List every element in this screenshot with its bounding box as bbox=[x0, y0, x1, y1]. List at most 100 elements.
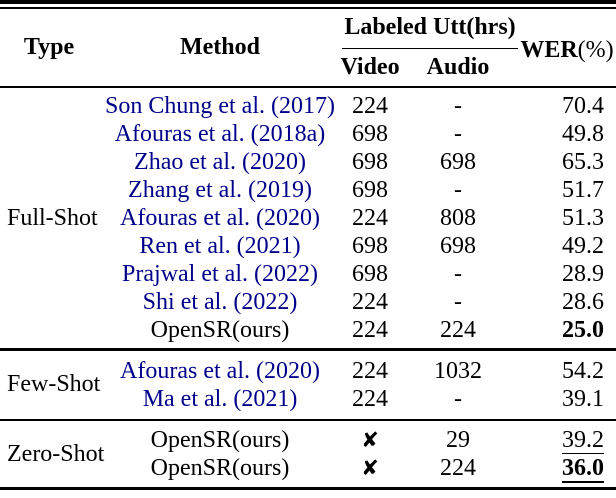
citation-link[interactable]: Ma et al. (2021) bbox=[142, 385, 298, 412]
audio-hours-value: - bbox=[454, 385, 462, 412]
rows-zero-shot: OpenSR(ours) ✘ 29 39.2 OpenSR(ours) ✘ 224 36.0 bbox=[98, 426, 616, 483]
table-row: Shi et al. (2022) 224 - 28.6 bbox=[98, 288, 616, 316]
bottom-rule bbox=[0, 487, 616, 490]
video-hours-value: 224 bbox=[352, 205, 388, 231]
video-hours-value: 224 bbox=[352, 289, 388, 315]
col-header-labeled-utt: Labeled Utt(hrs) bbox=[344, 14, 516, 40]
wer-cell: 54.2 bbox=[518, 357, 616, 385]
header-bottom-rule bbox=[0, 85, 616, 88]
wer-cell: 49.2 bbox=[518, 232, 616, 260]
video-hours-value: 224 bbox=[352, 317, 388, 343]
method-label: OpenSR(ours) bbox=[150, 427, 290, 453]
rows-few-shot: Afouras et al. (2020) 224 1032 54.2 Ma et al… bbox=[98, 357, 616, 413]
wer-value: 65.3 bbox=[562, 149, 604, 175]
wer-cell: 51.7 bbox=[518, 176, 616, 204]
wer-value: 70.4 bbox=[562, 93, 604, 119]
rows-full-shot: Son Chung et al. (2017) 224-70.4 Afouras e… bbox=[98, 92, 616, 344]
video-hours-value: 224 bbox=[352, 93, 388, 119]
wer-value: 54.2 bbox=[562, 357, 604, 384]
video-hours-value: 698 bbox=[352, 177, 388, 203]
method-label: OpenSR(ours) bbox=[150, 317, 290, 343]
section-full-shot: Full-Shot Son Chung et al. (2017) 224-70.… bbox=[0, 88, 616, 348]
table-row: OpenSR(ours) ✘ 29 39.2 bbox=[98, 426, 616, 454]
citation-link[interactable]: Afouras et al. (2020) bbox=[120, 357, 320, 384]
wer-cell: 28.9 bbox=[518, 260, 616, 288]
table-row: Afouras et al. (2020) 224 1032 54.2 bbox=[98, 357, 616, 385]
wer-value: 39.1 bbox=[562, 385, 604, 412]
col-header-type: Type bbox=[23, 33, 75, 60]
wer-cell: 49.8 bbox=[518, 120, 616, 148]
type-label-few-shot: Few-Shot bbox=[7, 371, 101, 397]
audio-hours-value: 698 bbox=[440, 149, 476, 175]
audio-hours-value: 808 bbox=[440, 205, 476, 231]
video-hours-value: 698 bbox=[352, 121, 388, 147]
wer-value: 36.0 bbox=[562, 455, 604, 483]
wer-label: WER bbox=[520, 37, 578, 63]
table-row: Ma et al. (2021) 224 - 39.1 bbox=[98, 385, 616, 413]
wer-cell: 65.3 bbox=[518, 148, 616, 176]
citation-link[interactable]: Prajwal et al. (2022) bbox=[122, 261, 318, 287]
audio-hours-value: 1032 bbox=[434, 357, 482, 384]
top-rule-thin bbox=[0, 7, 616, 9]
citation-link[interactable]: Afouras et al. (2020) bbox=[120, 205, 320, 231]
audio-hours-value: - bbox=[454, 261, 462, 287]
citation-link[interactable]: Zhao et al. (2020) bbox=[134, 149, 306, 175]
cross-icon: ✘ bbox=[361, 456, 379, 480]
citation-link[interactable]: Zhang et al. (2019) bbox=[128, 177, 312, 203]
citation-link[interactable]: Shi et al. (2022) bbox=[142, 289, 298, 315]
table-row: Afouras et al. (2018a) 698 - 49.8 bbox=[98, 120, 616, 148]
labeled-utt-rule bbox=[342, 47, 518, 49]
col-header-video: Video bbox=[340, 54, 400, 80]
wer-cell: 28.6 bbox=[518, 288, 616, 316]
col-header-method: Method bbox=[180, 33, 260, 60]
col-header-wer: WER (%) bbox=[518, 23, 616, 79]
wer-value: 25.0 bbox=[562, 317, 604, 343]
wer-cell: 25.0 bbox=[518, 316, 616, 344]
wer-value: 49.2 bbox=[562, 233, 604, 259]
wer-value: 28.9 bbox=[562, 261, 604, 287]
citation-link[interactable]: Ren et al. (2021) bbox=[139, 233, 301, 259]
wer-value: 28.6 bbox=[562, 289, 604, 315]
audio-hours-value: 698 bbox=[440, 233, 476, 259]
audio-hours-value: 224 bbox=[440, 455, 476, 481]
top-rule-thick bbox=[0, 0, 616, 4]
video-hours-value: 698 bbox=[352, 149, 388, 175]
wer-unit-label: (%) bbox=[577, 37, 614, 63]
wer-cell: 70.4 bbox=[518, 92, 616, 120]
col-header-audio: Audio bbox=[426, 54, 490, 80]
type-label-full-shot: Full-Shot bbox=[7, 204, 98, 231]
section-divider-rule-2 bbox=[0, 418, 616, 421]
table-row: Son Chung et al. (2017) 224 - 70.4 bbox=[98, 92, 616, 120]
video-hours-value: 224 bbox=[352, 385, 388, 412]
audio-hours-value: 224 bbox=[440, 317, 476, 343]
table-row: Zhao et al. (2020) 698 698 65.3 bbox=[98, 148, 616, 176]
video-hours-value: 698 bbox=[352, 261, 388, 287]
table-row: Afouras et al. (2020) 224 808 51.3 bbox=[98, 204, 616, 232]
audio-hours-value: - bbox=[454, 177, 462, 203]
section-divider-rule-1 bbox=[0, 348, 616, 351]
wer-cell: 36.0 bbox=[518, 454, 616, 483]
method-label: OpenSR(ours) bbox=[150, 455, 290, 481]
table-row: OpenSR(ours) 224 224 25.0 bbox=[98, 316, 616, 344]
wer-value: 51.7 bbox=[562, 177, 604, 203]
citation-link[interactable]: Son Chung et al. (2017) bbox=[105, 93, 335, 119]
citation-link[interactable]: Afouras et al. (2018a) bbox=[114, 121, 326, 147]
wer-value: 51.3 bbox=[562, 205, 604, 231]
video-hours-value: 698 bbox=[352, 233, 388, 259]
table-row: Zhang et al. (2019) 698 - 51.7 bbox=[98, 176, 616, 204]
wer-cell: 39.1 bbox=[518, 385, 616, 413]
wer-value: 49.8 bbox=[562, 121, 604, 147]
cross-icon: ✘ bbox=[361, 428, 379, 452]
table-header: Type Method Labeled Utt(hrs) Video Audio… bbox=[0, 9, 616, 86]
type-label-zero-shot: Zero-Shot bbox=[7, 440, 105, 467]
video-hours-value: 224 bbox=[352, 357, 388, 384]
audio-hours-value: - bbox=[454, 93, 462, 119]
table-row: OpenSR(ours) ✘ 224 36.0 bbox=[98, 454, 616, 483]
wer-cell: 39.2 bbox=[518, 426, 616, 454]
table-row: Ren et al. (2021) 698 698 49.2 bbox=[98, 232, 616, 260]
audio-hours-value: 29 bbox=[446, 427, 470, 453]
audio-hours-value: - bbox=[454, 121, 462, 147]
section-few-shot: Few-Shot Afouras et al. (2020) 224 1032 54.… bbox=[0, 351, 616, 419]
audio-hours-value: - bbox=[454, 289, 462, 315]
